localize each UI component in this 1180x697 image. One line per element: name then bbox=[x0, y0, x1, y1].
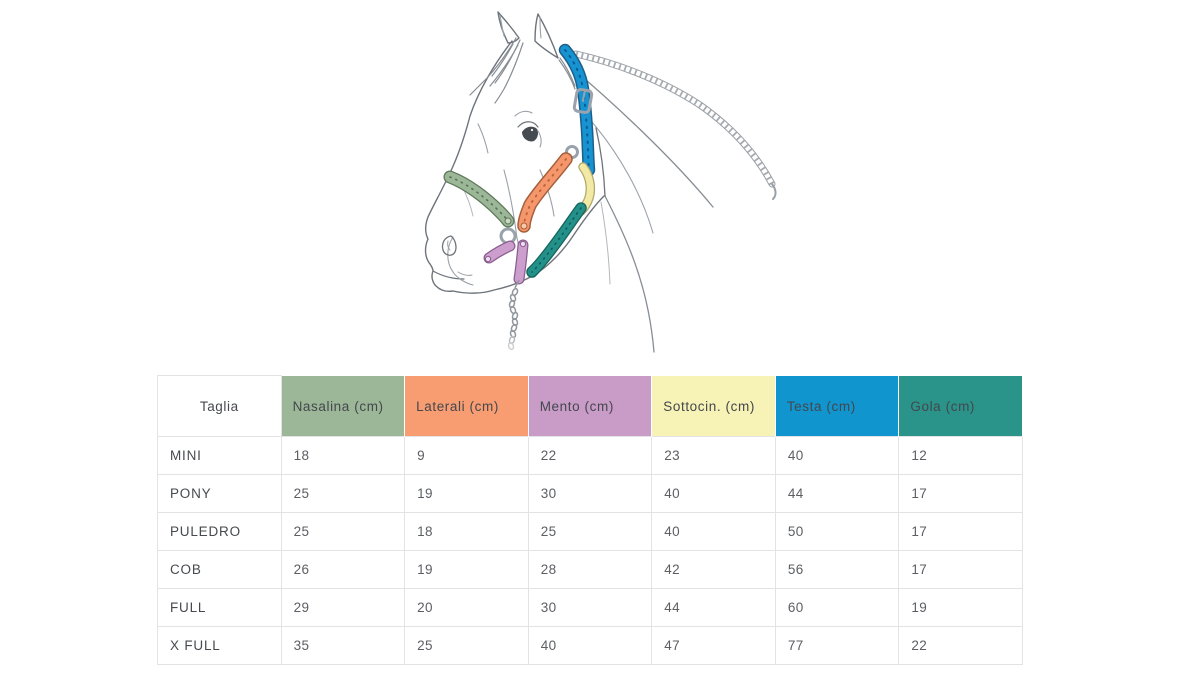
cheek-edge bbox=[595, 127, 606, 197]
halter-laterali-strap bbox=[517, 152, 573, 233]
table-row-puledro: PULEDRO 25 18 25 40 50 17 bbox=[157, 512, 1023, 551]
measurement-cell: 20 bbox=[404, 588, 529, 627]
measurement-cell: 44 bbox=[651, 588, 776, 627]
mouth-line bbox=[432, 270, 465, 280]
buckle-icon bbox=[572, 87, 594, 115]
measurement-cell: 25 bbox=[527, 512, 653, 551]
measurement-cell: 22 bbox=[527, 436, 653, 475]
size-label: PULEDRO bbox=[157, 512, 282, 551]
horse-head-outline bbox=[424, 11, 606, 294]
measurement-cell: 25 bbox=[280, 512, 406, 551]
measurement-cell: 47 bbox=[651, 626, 776, 665]
measurement-cell: 9 bbox=[404, 436, 529, 475]
column-header-testa: Testa (cm) bbox=[774, 375, 900, 437]
column-header-sottocin: Sottocin. (cm) bbox=[651, 375, 776, 437]
measurement-cell: 25 bbox=[404, 626, 529, 665]
measurement-cell: 30 bbox=[527, 474, 653, 513]
measurement-cell: 12 bbox=[898, 436, 1023, 475]
measurement-cell: 18 bbox=[404, 512, 529, 551]
table-row-pony: PONY 25 19 30 40 44 17 bbox=[157, 474, 1023, 513]
horse-halter-illustration bbox=[420, 0, 820, 360]
measurement-cell: 44 bbox=[774, 474, 900, 513]
size-label: FULL bbox=[157, 588, 282, 627]
size-label: X FULL bbox=[157, 626, 282, 665]
neck-mane-lines bbox=[571, 67, 714, 353]
measurement-cell: 19 bbox=[404, 550, 529, 589]
measurement-cell: 18 bbox=[280, 436, 406, 475]
measurement-cell: 29 bbox=[280, 588, 406, 627]
measurement-cell: 60 bbox=[774, 588, 900, 627]
measurement-cell: 42 bbox=[651, 550, 776, 589]
size-label: COB bbox=[157, 550, 282, 589]
measurement-cell: 40 bbox=[651, 512, 776, 551]
right-ear bbox=[534, 13, 559, 59]
measurement-cell: 56 bbox=[774, 550, 900, 589]
horse-halter-svg bbox=[424, 11, 777, 353]
measurement-cell: 17 bbox=[898, 550, 1023, 589]
measurement-cell: 19 bbox=[898, 588, 1023, 627]
measurement-cell: 17 bbox=[898, 512, 1023, 551]
halter-mento-straps bbox=[483, 239, 529, 285]
measurement-cell: 26 bbox=[280, 550, 406, 589]
measurement-cell: 23 bbox=[651, 436, 776, 475]
halter-testa-strap bbox=[558, 43, 596, 177]
measurement-cell: 25 bbox=[280, 474, 406, 513]
measurement-cell: 22 bbox=[898, 626, 1023, 665]
column-header-laterali: Laterali (cm) bbox=[404, 375, 529, 437]
size-guide-table: Taglia Nasalina (cm) Laterali (cm) Mento… bbox=[157, 375, 1023, 665]
lead-chain-icon bbox=[507, 279, 520, 351]
measurement-cell: 30 bbox=[527, 588, 653, 627]
table-row-cob: COB 26 19 28 42 56 17 bbox=[157, 550, 1023, 589]
crest-edge bbox=[559, 57, 576, 87]
measurement-cell: 17 bbox=[898, 474, 1023, 513]
halter-gola-strap bbox=[526, 202, 587, 278]
table-row-mini: MINI 18 9 22 23 40 12 bbox=[157, 436, 1023, 475]
halter bbox=[443, 43, 596, 285]
size-label: PONY bbox=[157, 474, 282, 513]
measurement-cell: 19 bbox=[404, 474, 529, 513]
measurement-cell: 40 bbox=[651, 474, 776, 513]
measurement-cell: 40 bbox=[527, 626, 653, 665]
measurement-cell: 40 bbox=[774, 436, 900, 475]
table-header-row: Taglia Nasalina (cm) Laterali (cm) Mento… bbox=[157, 375, 1023, 437]
table-row-full: FULL 29 20 30 44 60 19 bbox=[157, 588, 1023, 627]
measurement-cell: 50 bbox=[774, 512, 900, 551]
measurement-cell: 28 bbox=[527, 550, 653, 589]
column-header-gola: Gola (cm) bbox=[898, 375, 1023, 437]
table-row-xfull: X FULL 35 25 40 47 77 22 bbox=[157, 626, 1023, 665]
column-header-nasalina: Nasalina (cm) bbox=[280, 375, 406, 437]
nostril-icon bbox=[441, 235, 457, 256]
column-header-mento: Mento (cm) bbox=[527, 375, 653, 437]
lead-rope-icon bbox=[572, 50, 777, 200]
column-header-taglia: Taglia bbox=[157, 375, 282, 437]
size-label: MINI bbox=[157, 436, 282, 475]
measurement-cell: 77 bbox=[774, 626, 900, 665]
eye-icon bbox=[522, 126, 538, 142]
halter-nasalina-strap bbox=[443, 170, 515, 228]
measurement-cell: 35 bbox=[280, 626, 406, 665]
